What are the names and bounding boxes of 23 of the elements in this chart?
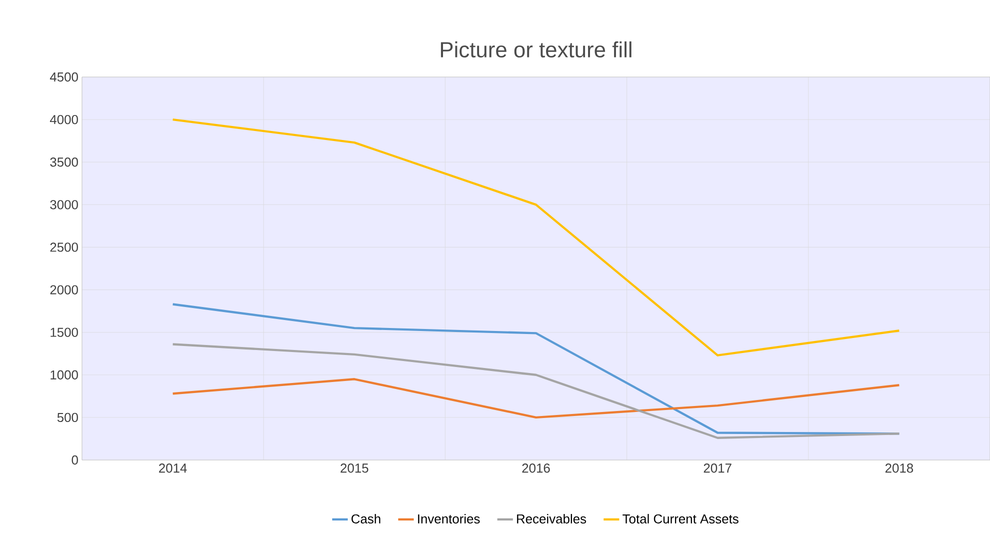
legend-label: Receivables [517,514,586,524]
line-series [172,343,900,439]
y-tick-label: 2000 [50,285,78,294]
x-tick-label: 2017 [704,464,732,473]
line-series [172,118,900,356]
x-tick-label: 2018 [885,464,914,473]
legend-label: Total Current Assets [622,514,738,524]
y-tick-label: 3500 [50,158,78,167]
y-tick-label: 1500 [50,328,78,337]
y-tick-label: 2500 [50,242,78,252]
y-tick-label: 4000 [50,114,78,124]
chart-title: Picture or texture fill [440,41,632,58]
y-tick-label: 1000 [50,370,78,380]
x-tick-label: 2014 [159,464,187,473]
legend-label: Inventories [418,514,480,524]
x-tick-label: 2016 [522,464,550,473]
y-tick-label: 500 [57,412,78,422]
legend-label: Cash [352,514,380,524]
y-tick-label: 3000 [50,200,78,210]
y-tick-label: 4500 [50,72,78,82]
x-tick-label: 2015 [340,464,368,473]
y-tick-label: 0 [72,455,78,465]
line-series [172,378,900,419]
